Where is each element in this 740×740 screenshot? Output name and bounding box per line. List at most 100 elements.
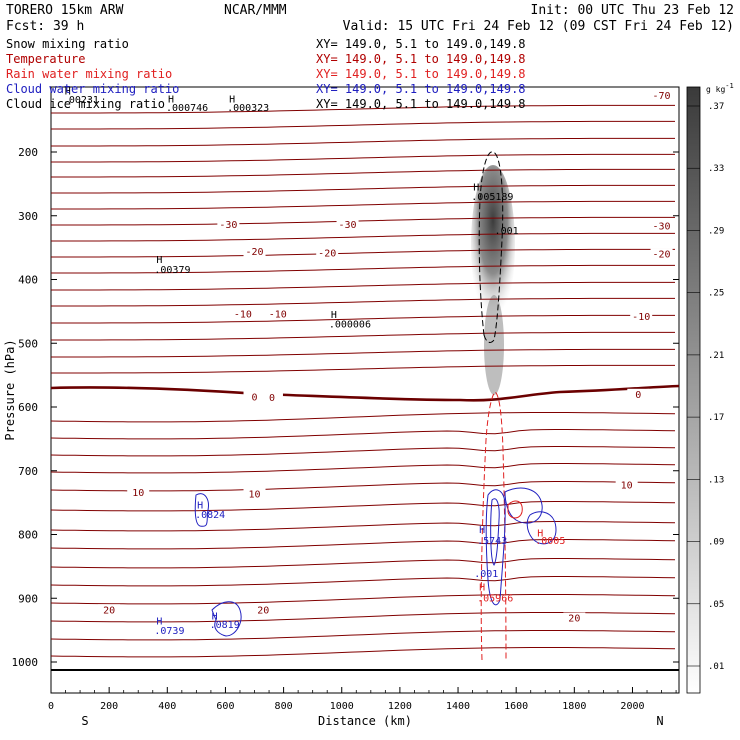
temperature-label: -70	[653, 91, 671, 102]
x-axis: 0 200 400 600 800 1000 1200 1400 1600 1800 2000	[48, 687, 677, 712]
colorbar-box	[686, 86, 701, 694]
field-name: Cloud ice mixing ratio	[6, 97, 165, 111]
colorbar-label: .33	[708, 164, 724, 174]
x-tick-label: 1800	[562, 701, 586, 712]
max-value-label: .0005	[535, 536, 565, 547]
max-marker-h: H	[65, 87, 71, 98]
rain-small-contour	[507, 500, 523, 519]
temperature-label: 10	[132, 488, 144, 499]
max-value-label: .5743	[477, 536, 507, 547]
max-marker-h: H	[156, 255, 162, 266]
valid-time: Valid: 15 UTC Fri 24 Feb 12 (09 CST Fri …	[343, 19, 734, 34]
field-xy-range: XY= 149.0, 5.1 to 149.0,149.8	[316, 67, 526, 81]
isotherm-line	[51, 120, 675, 130]
temperature-label-bg	[98, 604, 121, 616]
max-value-label: .000746	[166, 103, 208, 114]
temperature-labels: -70-30 -30 -30-20 -20 -20-10 -10 -100 0 010 10102…	[98, 89, 673, 625]
max-value-label: .001	[495, 226, 519, 237]
temperature-label-bg	[627, 388, 650, 400]
y-tick-label: 200	[18, 146, 38, 159]
y-axis-label: Pressure (hPa)	[3, 339, 17, 440]
max-marker-h: H	[229, 94, 235, 105]
temperature-label-bg	[650, 89, 673, 101]
colorbar-label: .01	[708, 662, 724, 672]
isotherm-line	[51, 612, 676, 623]
max-value-label: .0739	[154, 626, 184, 637]
max-value-label: .00379	[154, 265, 190, 276]
temperature-label-bg	[650, 248, 673, 260]
field-name: Cloud water mixing ratio	[6, 82, 179, 96]
temperature-label-bg	[563, 612, 586, 624]
model-title: TORERO 15km ARW	[6, 3, 124, 18]
x-tick-label: 1200	[388, 701, 412, 712]
temperature-label: -10	[234, 309, 252, 320]
temperature-label: -20	[318, 248, 336, 259]
max-value-label: .05966	[477, 593, 513, 604]
temperature-label: -20	[245, 247, 263, 258]
temperature-label-bg	[615, 479, 638, 491]
cloud-right-ring	[526, 511, 557, 545]
colorbar: g kg-1 .37 .33 .29 .25 .21 .17 .13 .09 .05 .01	[686, 82, 734, 694]
field-name: Rain water mixing ratio	[6, 67, 172, 81]
colorbar-label: .29	[708, 226, 724, 236]
colorbar-label: .17	[708, 413, 724, 423]
colorbar-unit: g kg-1	[706, 82, 734, 94]
max-value-label: .001	[474, 569, 498, 580]
max-marker-h: H	[473, 182, 479, 193]
isotherm-line	[51, 647, 676, 658]
temperature-label: -10	[632, 312, 650, 323]
isotherm-line	[51, 364, 675, 374]
snow-shading	[471, 165, 515, 325]
y-tick-label: 800	[18, 529, 38, 542]
max-value-label: .000323	[227, 103, 269, 114]
isotherm-line	[51, 446, 676, 457]
temperature-label-bg	[630, 311, 653, 323]
x-tick-label: 800	[275, 701, 293, 712]
field-xy-range: XY= 149.0, 5.1 to 149.0,149.8	[316, 37, 526, 51]
isotherm-line	[51, 481, 676, 492]
y-tick-label: 400	[18, 274, 38, 287]
isotherm-line	[51, 168, 675, 178]
temperature-label: 20	[568, 614, 580, 625]
max-marker-h: H	[156, 616, 162, 627]
cloud-core-inner	[490, 498, 500, 566]
rain-contour	[480, 391, 507, 661]
freezing-level-line	[51, 384, 679, 402]
max-marker-h: H	[168, 94, 174, 105]
temperature-isotherms	[51, 104, 676, 658]
ice-contour	[478, 151, 504, 343]
field-legend: Snow mixing ratio XY= 149.0, 5.1 to 149.0…	[6, 37, 526, 111]
field-name: Snow mixing ratio	[6, 37, 129, 51]
isotherm-line	[51, 539, 676, 550]
cloud-contour-mid	[194, 493, 209, 527]
x-axis-label: Distance (km)	[318, 714, 412, 728]
isotherm-line	[51, 412, 676, 423]
isotherm-line	[51, 264, 675, 274]
isotherm-line	[51, 630, 676, 641]
y-tick-label: 700	[18, 465, 38, 478]
field-xy-range: XY= 149.0, 5.1 to 149.0,149.8	[316, 52, 526, 66]
max-marker-h: H	[331, 310, 337, 321]
temperature-label: 0	[269, 393, 275, 404]
temperature-label: -30	[219, 220, 237, 231]
organization: NCAR/MMM	[224, 3, 287, 18]
isotherm-line	[51, 104, 675, 114]
temperature-label: -30	[653, 222, 671, 233]
y-tick-label: 300	[18, 210, 38, 223]
isotherm-line	[51, 576, 676, 587]
temperature-label-bg	[243, 391, 266, 403]
x-tick-label: 1400	[446, 701, 470, 712]
colorbar-labels: .37 .33 .29 .25 .21 .17 .13 .09 .05 .01	[687, 102, 724, 672]
temperature-label-bg	[336, 219, 359, 231]
max-marker-h: H	[197, 500, 203, 511]
max-marker-h: H	[212, 611, 218, 622]
colorbar-label: .09	[708, 538, 724, 548]
x-left-end-label: S	[81, 714, 88, 728]
temperature-label: 10	[621, 480, 633, 491]
isotherm-line	[51, 463, 676, 474]
isotherm-line	[51, 348, 675, 358]
temperature-label-bg	[217, 219, 240, 231]
isotherm-line	[51, 137, 675, 147]
temperature-label-bg	[252, 604, 275, 616]
